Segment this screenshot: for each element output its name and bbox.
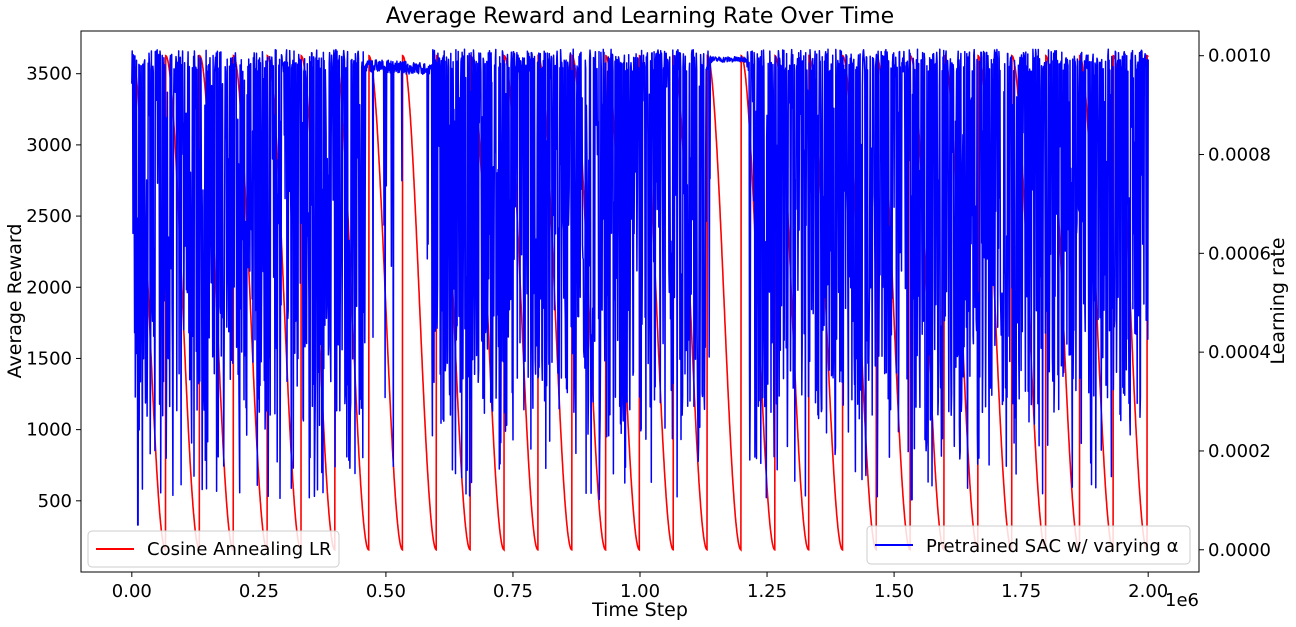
y-right-tick-label: 0.0000 [1208, 540, 1271, 561]
legend-cosine-label: Cosine Annealing LR [147, 539, 332, 560]
y-axis-right-label: Learning rate [1267, 237, 1289, 364]
x-tick-label: 0.00 [112, 581, 152, 602]
y-axis-left-label: Average Reward [4, 224, 26, 379]
x-axis: 0.00 0.25 0.50 0.75 1.00 1.25 1.50 1.75 2.00 [112, 572, 1168, 602]
series-line-sac-reward [131, 48, 1149, 526]
y-left-tick-label: 2500 [26, 206, 72, 227]
legend-cosine: Cosine Annealing LR [87, 530, 340, 568]
x-tick-label: 1.25 [747, 581, 787, 602]
legend-cosine-box [87, 530, 340, 568]
legend-sac-box [866, 525, 1191, 565]
x-tick-label: 1.50 [874, 581, 914, 602]
y-left-tick-label: 2000 [26, 277, 72, 298]
x-tick-label: 0.50 [366, 581, 406, 602]
x-tick-label: 2.00 [1128, 581, 1168, 602]
y-left-tick-label: 1500 [26, 348, 72, 369]
legend-sac-label: Pretrained SAC w/ varying α [926, 536, 1178, 557]
x-tick-label: 0.75 [493, 581, 533, 602]
y-left-tick-label: 3500 [26, 64, 72, 85]
x-tick-label: 1.00 [620, 581, 660, 602]
x-tick-label: 0.25 [239, 581, 279, 602]
legend-sac: Pretrained SAC w/ varying α [866, 525, 1191, 565]
y-right-tick-label: 0.0004 [1208, 342, 1271, 363]
y-right-tick-label: 0.0010 [1208, 46, 1271, 67]
y-right-tick-label: 0.0008 [1208, 145, 1271, 166]
x-axis-label: Time Step [591, 599, 688, 621]
x-axis-offset-label: 1e6 [1165, 590, 1199, 611]
y-left-tick-label: 1000 [26, 420, 72, 441]
x-tick-label: 1.75 [1001, 581, 1041, 602]
y-left-tick-label: 3000 [26, 135, 72, 156]
y-right-tick-label: 0.0006 [1208, 243, 1271, 264]
chart-title: Average Reward and Learning Rate Over Ti… [386, 4, 894, 29]
y-axis-right: 0.0000 0.0002 0.0004 0.0006 0.0008 0.0010 [1199, 46, 1271, 561]
y-right-tick-label: 0.0002 [1208, 441, 1271, 462]
y-left-tick-label: 500 [38, 491, 72, 512]
plot-area [131, 48, 1149, 552]
y-axis-left: 500 1000 1500 2000 2500 3000 3500 [26, 64, 81, 512]
